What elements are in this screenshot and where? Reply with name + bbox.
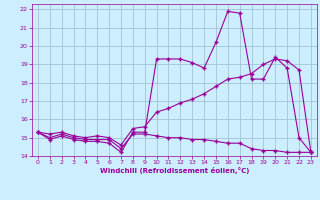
X-axis label: Windchill (Refroidissement éolien,°C): Windchill (Refroidissement éolien,°C) (100, 167, 249, 174)
